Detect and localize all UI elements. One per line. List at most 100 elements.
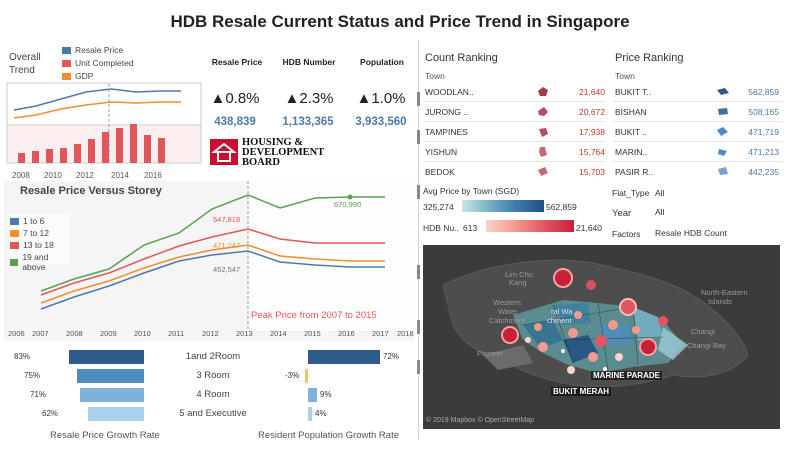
room-row-4[interactable]: 71% 4 Room 9% [0,388,420,402]
town-count-bubble[interactable] [501,326,519,344]
town-count-bubble[interactable] [608,320,618,330]
map-label: Western [493,298,521,307]
right-growth-bar [305,369,308,383]
kpi-hdb-change: ▲2.3% [284,90,334,107]
peak-note: Peak Price from 2007 to 2015 [251,310,377,321]
count-value: 21,640 [579,87,605,97]
overall-trend-chart[interactable]: 2008 2010 2012 2014 2016 [6,82,202,182]
factors-filter-label: Factors [612,229,641,239]
town-count-bubble[interactable] [553,268,573,288]
hdb-number-legend-label: HDB Nu.. [423,223,459,233]
map-town-label-marine-parade[interactable]: MARINE PARADE [591,371,662,380]
hdb-number-min: 613 [463,223,478,233]
price-town[interactable]: MARIN.. [615,147,648,157]
map-label: Kang [509,278,527,287]
legend-19-and-above[interactable]: 19 and above [10,252,70,272]
map-label: chment [547,316,572,325]
room-row-1-2[interactable]: 83% 1and 2Room 72% [0,350,420,364]
legend-swatch [62,59,71,67]
room-row-5-exec[interactable]: 62% 5 and Executive 4% [0,407,420,421]
town-count-bubble[interactable] [658,316,668,326]
town-count-bubble[interactable] [567,366,575,374]
town-count-bubble[interactable] [568,328,578,338]
town-count-bubble[interactable] [525,337,531,343]
factors-filter-value[interactable]: Resale HDB Count [655,228,727,238]
town-count-bubble[interactable] [595,335,607,347]
legend-7-to-12[interactable]: 7 to 12 [10,228,49,238]
legend-swatch [62,72,71,80]
gdp-line [13,101,181,119]
page-title: HDB Resale Current Status and Price Tren… [170,12,630,31]
scroll-marker[interactable] [417,130,420,144]
map-label: Changi Bay [687,341,726,350]
logo-line: HOUSING & [242,137,303,148]
town-shape-icon [717,127,728,136]
row-divider [613,161,783,162]
storey-x-tick: 2017 [372,329,389,338]
price-town[interactable]: BUKIT T.. [615,87,652,97]
count-town[interactable]: YISHUN [425,147,458,157]
price-town[interactable]: PASIR R.. [615,167,654,177]
town-count-bubble[interactable] [538,342,548,352]
price-town[interactable]: BUKIT .. [615,127,647,137]
storey-chart[interactable]: 670,990 547,818 471,247 452,547 Peak Pri… [4,181,416,343]
map-label: Changi [691,327,715,336]
room-type-label: 4 Room [196,389,230,400]
town-count-bubble[interactable] [639,338,657,356]
legend-resale-price[interactable]: Resale Price [62,45,123,55]
map-selection-marker [603,367,607,371]
unit-bar [46,149,53,163]
left-pct: 71% [30,390,47,399]
scroll-marker[interactable] [417,320,420,334]
town-count-bubble[interactable] [588,352,598,362]
town-count-bubble[interactable] [619,298,637,316]
legend-label: 13 to 18 [23,240,54,250]
count-town[interactable]: BEDOK [425,167,455,177]
count-value: 15,703 [579,167,605,177]
year-filter-label: Year [612,208,632,219]
count-town[interactable]: WOODLAN.. [425,87,474,97]
price-value: 471,213 [748,147,779,157]
kpi-resale-header: Resale Price [211,57,263,67]
year-filter-value[interactable]: All [655,207,665,217]
price-value: 442,235 [748,167,779,177]
room-row-3[interactable]: 75% 3 Room -3% [0,369,420,383]
town-count-bubble[interactable] [586,280,596,290]
series-13-to-18 [40,228,385,296]
right-pct: 72% [383,352,400,361]
count-town[interactable]: JURONG .. [425,107,468,117]
scroll-marker[interactable] [417,92,420,106]
legend-label: GDP [75,71,94,81]
town-count-bubble[interactable] [534,323,542,331]
count-ranking-col: Town [425,71,445,81]
flat-type-filter-value[interactable]: All [655,188,665,198]
map-label: Pioneer [477,349,503,358]
scroll-marker[interactable] [417,360,420,374]
storey-x-tick: 2014 [270,329,287,338]
storey-x-tick: 2009 [100,329,117,338]
kpi-population-header: Population [360,57,404,67]
legend-gdp[interactable]: GDP [62,71,93,81]
kpi-hdb-value: 1,133,365 [282,116,334,128]
green-peak-marker [347,194,353,200]
legend-13-to-18[interactable]: 13 to 18 [10,240,54,250]
storey-x-tick: 2013 [236,329,253,338]
legend-unit-completed[interactable]: Unit Completed [62,58,134,68]
trend-x-tick: 2016 [144,171,162,180]
scroll-marker[interactable] [417,185,420,199]
price-town[interactable]: BISHAN [615,107,647,117]
town-count-bubble[interactable] [615,353,623,361]
unit-bar [18,153,25,163]
storey-x-tick: 2015 [304,329,321,338]
room-type-label: 1and 2Room [185,351,241,362]
price-town-shapes [717,88,729,175]
town-shape-icon [538,87,548,96]
singapore-map[interactable]: Lim Chu Kang Western Water Catchment ral… [423,245,780,429]
count-town[interactable]: TAMPINES [425,127,468,137]
map-town-label-bukit-merah[interactable]: BUKIT MERAH [551,387,611,396]
legend-1-to-6[interactable]: 1 to 6 [10,216,44,226]
scroll-marker[interactable] [417,265,420,279]
town-count-bubble[interactable] [632,326,640,334]
series-7-to-12 [40,244,385,304]
town-count-bubble[interactable] [574,311,582,319]
